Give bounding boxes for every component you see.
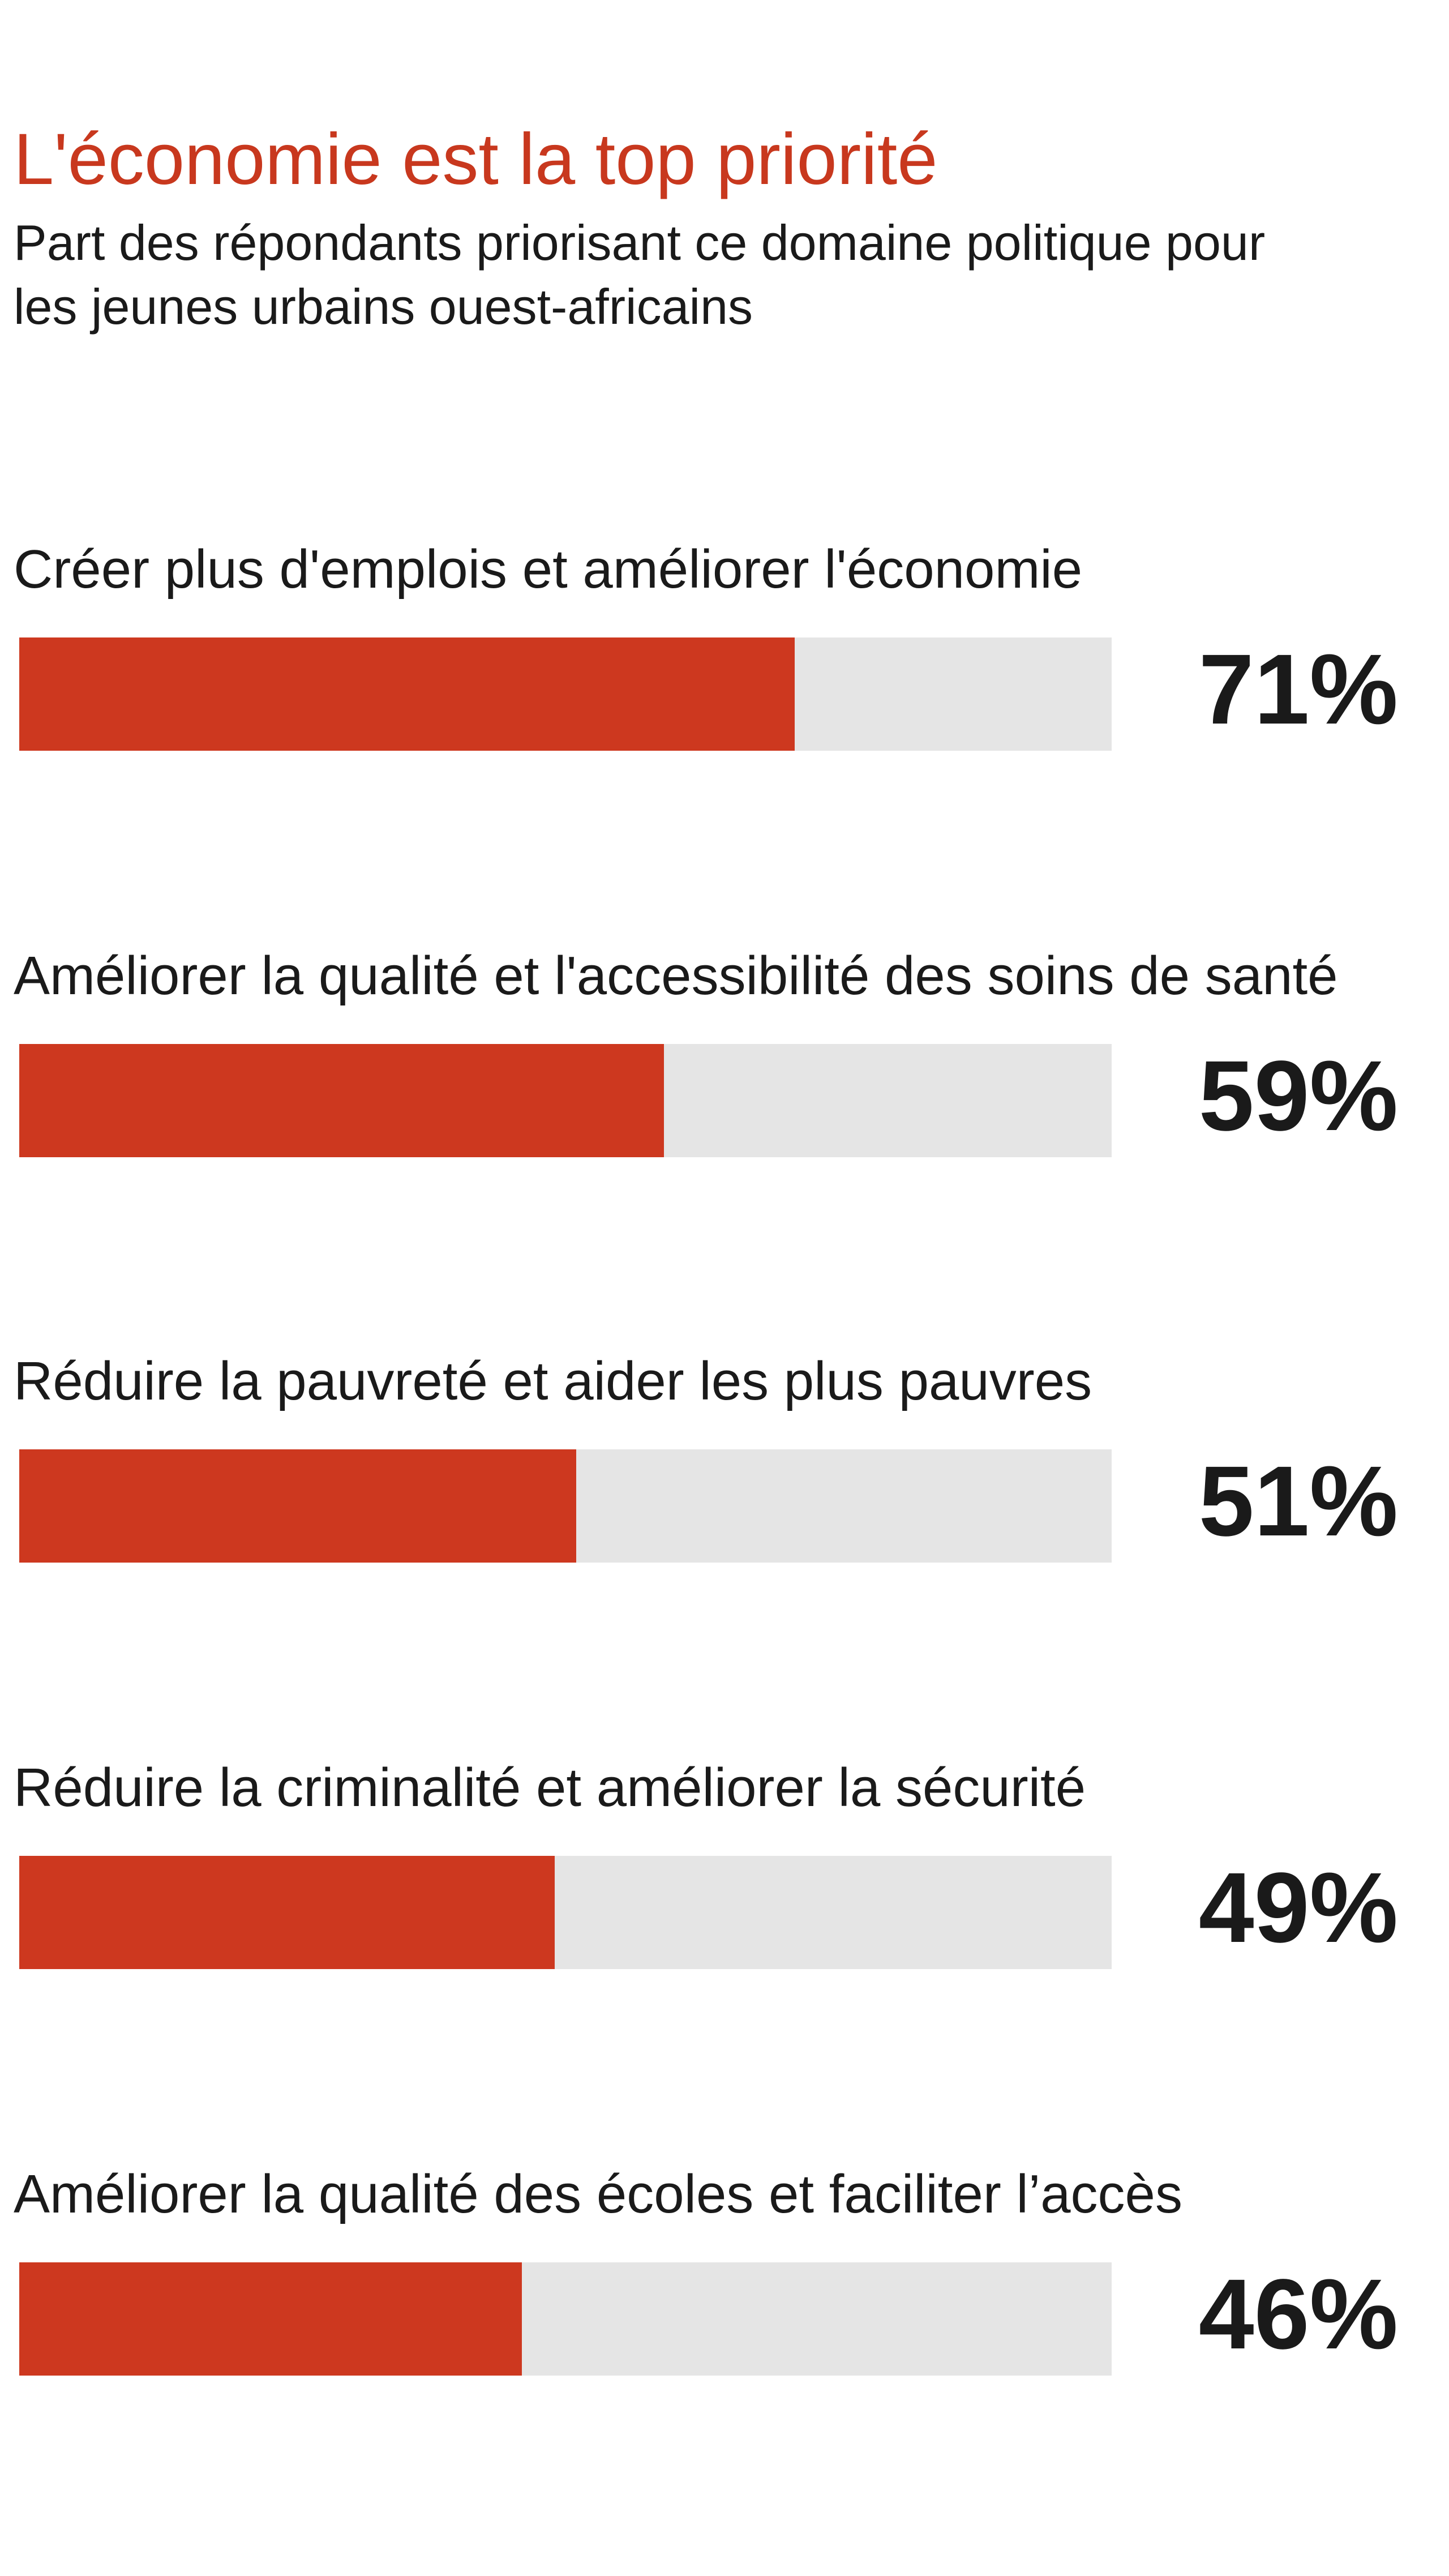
bar	[19, 637, 795, 751]
bar	[19, 1449, 577, 1563]
bar-label: Améliorer la qualité et l'accessibilité …	[14, 945, 1338, 1006]
bar-track	[19, 1856, 1112, 1969]
chart-subtitle: Part des répondants priorisant ce domain…	[14, 215, 1266, 335]
bar-track	[19, 2262, 1112, 2376]
bar-track	[19, 637, 1112, 751]
bar	[19, 1044, 664, 1157]
bar-item: Améliorer la qualité et l'accessibilité …	[0, 945, 1449, 1157]
bar-item: Améliorer la qualité des écoles et facil…	[0, 2164, 1449, 2376]
bar-value-label: 59%	[1198, 1041, 1398, 1152]
bar-value-label: 51%	[1198, 1446, 1398, 1557]
bar-label: Créer plus d'emplois et améliorer l'écon…	[14, 539, 1083, 600]
bar-label: Réduire la pauvreté et aider les plus pa…	[14, 1351, 1092, 1411]
bar-track	[19, 1044, 1112, 1157]
bar-label: Améliorer la qualité des écoles et facil…	[14, 2164, 1182, 2224]
bar	[19, 1856, 555, 1969]
bar-value-label: 46%	[1198, 2259, 1398, 2370]
bar	[19, 2262, 522, 2376]
bar-item: Réduire la pauvreté et aider les plus pa…	[0, 1351, 1449, 1563]
bar-track	[19, 1449, 1112, 1563]
bar-item: Créer plus d'emplois et améliorer l'écon…	[0, 539, 1449, 751]
bar-value-label: 49%	[1198, 1852, 1398, 1963]
bar-item: Réduire la criminalité et améliorer la s…	[0, 1757, 1449, 1969]
bar-label: Réduire la criminalité et améliorer la s…	[14, 1757, 1086, 1818]
bar-value-label: 71%	[1198, 634, 1398, 745]
chart-title: L'économie est la top priorité	[14, 119, 938, 200]
